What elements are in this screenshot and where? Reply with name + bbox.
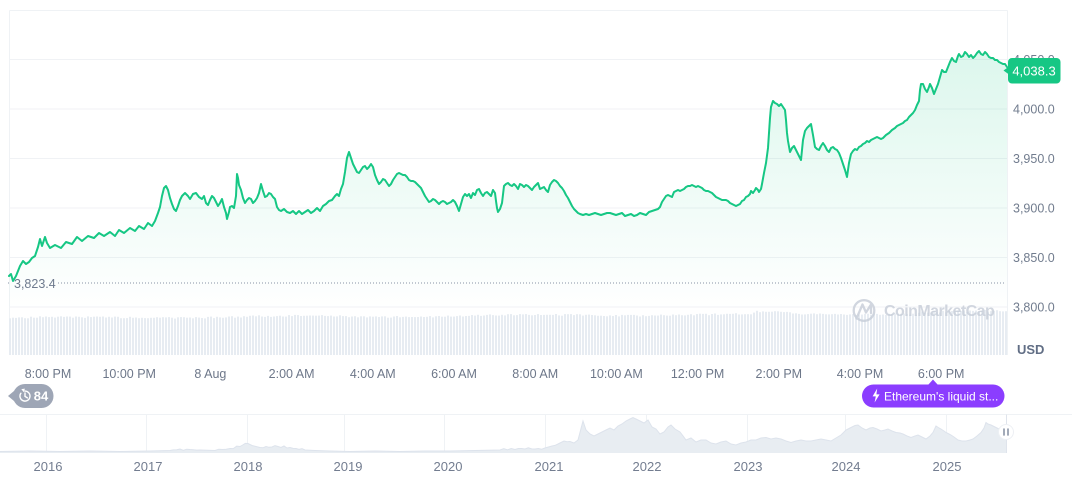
svg-text:2023: 2023 bbox=[734, 459, 763, 474]
svg-text:2017: 2017 bbox=[134, 459, 163, 474]
svg-text:2022: 2022 bbox=[633, 459, 662, 474]
svg-text:2:00 AM: 2:00 AM bbox=[269, 367, 315, 381]
svg-text:2020: 2020 bbox=[434, 459, 463, 474]
svg-text:2024: 2024 bbox=[832, 459, 861, 474]
svg-text:3,900.0: 3,900.0 bbox=[1013, 202, 1055, 216]
svg-text:USD: USD bbox=[1017, 342, 1044, 357]
svg-text:6:00 PM: 6:00 PM bbox=[918, 367, 965, 381]
svg-text:10:00 PM: 10:00 PM bbox=[102, 367, 156, 381]
svg-text:10:00 AM: 10:00 AM bbox=[590, 367, 643, 381]
svg-text:6:00 AM: 6:00 AM bbox=[431, 367, 477, 381]
svg-text:2025: 2025 bbox=[933, 459, 962, 474]
svg-text:2021: 2021 bbox=[535, 459, 564, 474]
svg-text:2018: 2018 bbox=[234, 459, 263, 474]
svg-text:4,000.0: 4,000.0 bbox=[1013, 103, 1055, 117]
svg-text:CoinMarketCap: CoinMarketCap bbox=[884, 303, 995, 320]
svg-text:4:00 AM: 4:00 AM bbox=[350, 367, 396, 381]
svg-text:84: 84 bbox=[34, 389, 49, 404]
svg-text:8:00 PM: 8:00 PM bbox=[25, 367, 72, 381]
svg-text:8:00 AM: 8:00 AM bbox=[512, 367, 558, 381]
svg-text:8 Aug: 8 Aug bbox=[194, 367, 226, 381]
svg-text:3,823.4: 3,823.4 bbox=[14, 277, 56, 291]
svg-text:2016: 2016 bbox=[34, 459, 63, 474]
svg-text:3,950.0: 3,950.0 bbox=[1013, 152, 1055, 166]
svg-text:2:00 PM: 2:00 PM bbox=[756, 367, 803, 381]
svg-text:2019: 2019 bbox=[334, 459, 363, 474]
svg-text:Ethereum's liquid st...: Ethereum's liquid st... bbox=[884, 390, 998, 404]
svg-text:3,850.0: 3,850.0 bbox=[1013, 251, 1055, 265]
svg-text:3,800.0: 3,800.0 bbox=[1013, 301, 1055, 315]
svg-text:12:00 PM: 12:00 PM bbox=[671, 367, 725, 381]
svg-text:4:00 PM: 4:00 PM bbox=[837, 367, 884, 381]
svg-text:4,038.3: 4,038.3 bbox=[1012, 64, 1055, 79]
